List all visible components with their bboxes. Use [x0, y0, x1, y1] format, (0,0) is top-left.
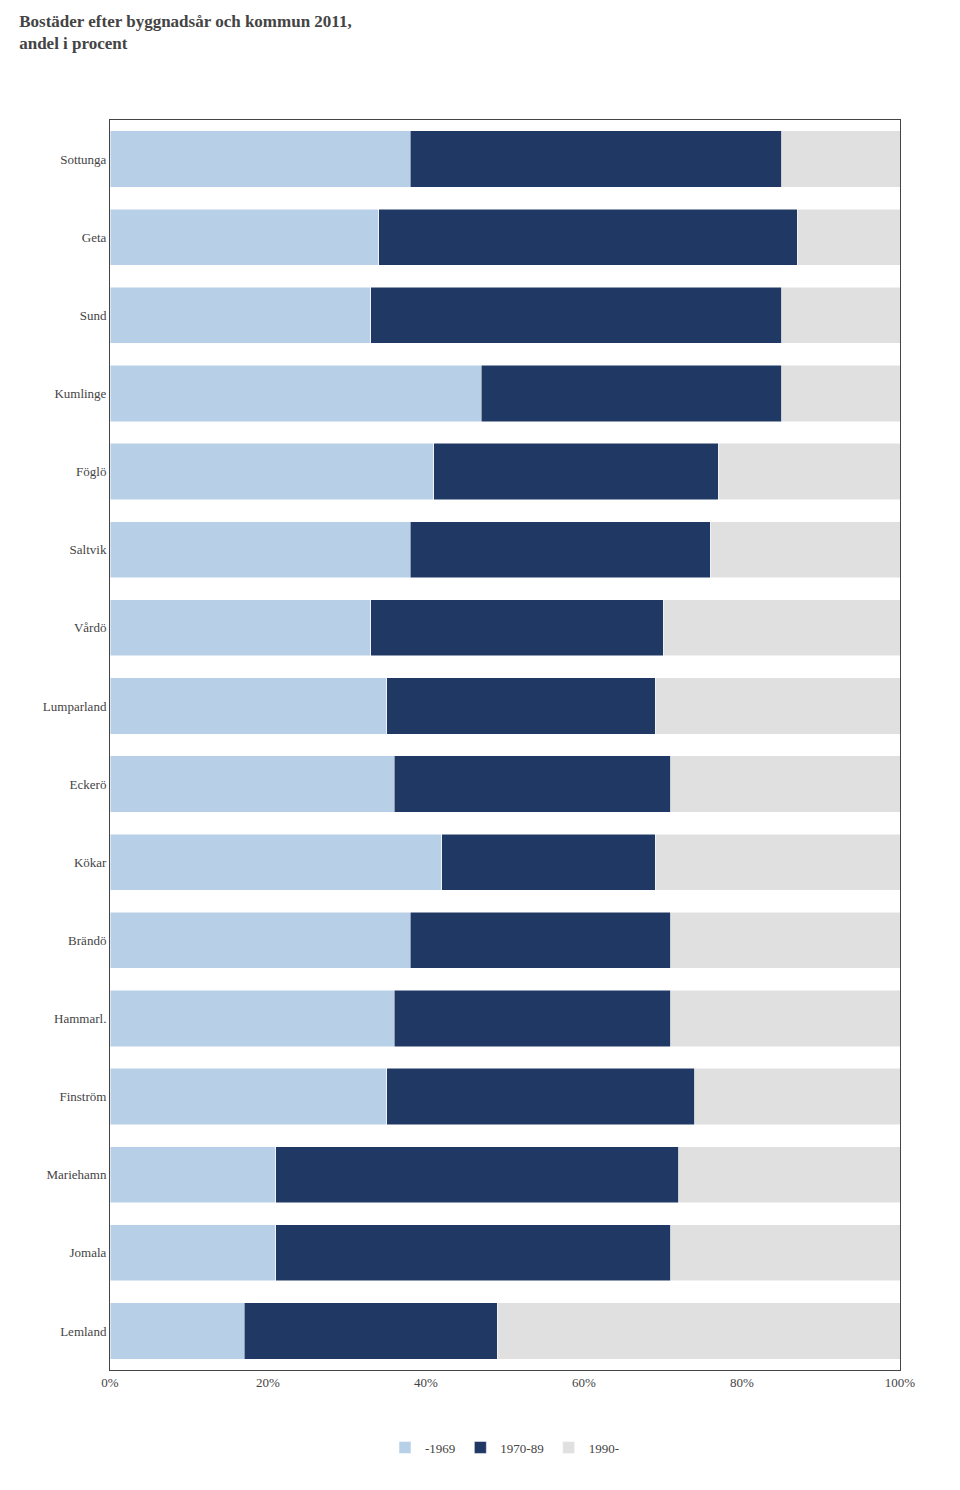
svg-text:Sottunga: Sottunga [60, 152, 106, 167]
svg-text:Bostäder efter byggnadsår och: Bostäder efter byggnadsår och kommun 201… [19, 12, 351, 53]
svg-text:Jomala: Jomala [70, 1245, 107, 1260]
svg-text:40%: 40% [414, 1375, 438, 1390]
svg-text:20%: 20% [256, 1375, 280, 1390]
svg-text:80%: 80% [730, 1375, 754, 1390]
svg-text:Lemland: Lemland [60, 1323, 107, 1338]
svg-text:Mariehamn: Mariehamn [46, 1167, 106, 1182]
svg-text:1990-: 1990- [589, 1441, 619, 1456]
svg-text:1970-89: 1970-89 [500, 1441, 543, 1456]
svg-text:0%: 0% [101, 1375, 119, 1390]
svg-text:Hammarl.: Hammarl. [54, 1011, 106, 1026]
svg-text:Föglö: Föglö [76, 464, 106, 479]
svg-text:60%: 60% [572, 1375, 596, 1390]
svg-text:Geta: Geta [82, 230, 107, 245]
svg-text:Eckerö: Eckerö [70, 777, 107, 792]
svg-text:-1969: -1969 [425, 1441, 455, 1456]
svg-text:Kumlinge: Kumlinge [54, 386, 106, 401]
svg-text:Saltvik: Saltvik [70, 542, 107, 557]
svg-text:Kökar: Kökar [74, 855, 107, 870]
svg-text:Vårdö: Vårdö [74, 620, 107, 635]
svg-text:100%: 100% [885, 1375, 916, 1390]
svg-text:Lumparland: Lumparland [43, 698, 107, 713]
svg-text:Sund: Sund [80, 308, 107, 323]
svg-text:Brändö: Brändö [68, 933, 106, 948]
svg-text:Finström: Finström [59, 1089, 106, 1104]
